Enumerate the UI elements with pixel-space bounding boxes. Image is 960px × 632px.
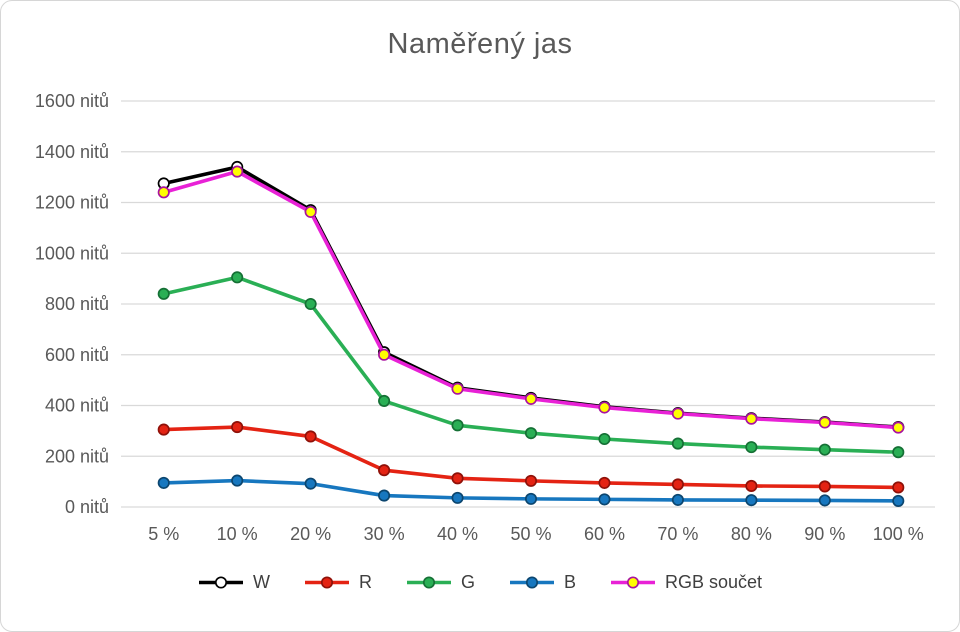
legend-label-r: R <box>358 572 372 592</box>
line-chart: 0 nitů 200 nitů 400 nitů 600 nitů 800 nitů 10… <box>35 91 935 544</box>
series-marker-rgb <box>524 392 538 405</box>
x-axis-tick-label: 60 % <box>584 524 625 544</box>
legend-marker-r <box>304 576 349 589</box>
y-axis-tick-label: 400 nitů <box>45 396 109 416</box>
series-marker-b <box>818 494 831 507</box>
x-axis-tick-label: 40 % <box>437 524 478 544</box>
legend-item-w: W <box>198 572 270 593</box>
series-marker-b <box>157 476 170 489</box>
chart-title: Naměřený jas <box>387 28 573 60</box>
series-marker-g <box>671 437 684 450</box>
series-marker-g <box>818 443 831 456</box>
series-line-rgb <box>161 169 901 430</box>
series-marker-g <box>745 441 758 454</box>
x-axis-tick-label: 30 % <box>364 524 405 544</box>
series-marker-b <box>304 477 317 490</box>
series-marker-r <box>304 430 317 443</box>
series-marker-g <box>304 297 317 311</box>
series-marker-rgb <box>892 421 905 434</box>
legend-label-w: W <box>252 572 270 592</box>
x-axis-tick-label: 5 % <box>148 524 179 544</box>
series-marker-b <box>892 494 905 507</box>
legend-label-g: G <box>460 572 475 592</box>
series-marker-r <box>157 423 170 436</box>
x-axis-tick-label: 100 % <box>873 524 924 544</box>
series-marker-r <box>524 474 538 487</box>
legend-item-r: R <box>304 572 372 593</box>
legend-label-b: B <box>563 572 576 592</box>
series-marker-b <box>671 493 684 506</box>
series-marker-g <box>524 427 538 440</box>
legend-label-rgb: RGB součet <box>664 572 763 592</box>
x-axis-tick-label: 80 % <box>731 524 772 544</box>
series-marker-r <box>671 478 684 491</box>
legend-marker-b <box>509 576 554 589</box>
series-marker-b <box>524 492 538 505</box>
series-marker-rgb <box>818 416 831 429</box>
series-marker-rgb <box>451 382 464 395</box>
y-axis-tick-label: 1000 nitů <box>35 243 109 263</box>
series-marker-rgb <box>304 205 317 218</box>
legend-item-b: B <box>509 572 576 593</box>
series-marker-r <box>892 481 905 494</box>
chart-legend: W R G B RGB součet <box>1 572 959 593</box>
series-marker-g <box>598 432 611 446</box>
series-marker-r <box>598 476 611 489</box>
x-axis-tick-label: 50 % <box>510 524 551 544</box>
series-marker-b <box>231 474 244 487</box>
series-line-w <box>161 165 901 429</box>
series-marker-r <box>745 479 758 492</box>
series-marker-g <box>892 446 905 459</box>
legend-marker-rgb <box>610 576 655 589</box>
series-marker-b <box>451 491 464 504</box>
series-marker-b <box>745 494 758 507</box>
y-axis-tick-label: 1600 nitů <box>35 91 109 111</box>
series-marker-r <box>378 464 391 477</box>
x-axis-tick-label: 10 % <box>217 524 258 544</box>
series-marker-b <box>378 489 391 502</box>
series-marker-rgb <box>378 348 391 361</box>
series-marker-rgb <box>745 412 758 425</box>
series-marker-r <box>818 480 831 493</box>
series-marker-g <box>231 271 244 284</box>
legend-marker-g <box>406 576 451 589</box>
series-marker-g <box>378 394 391 407</box>
legend-marker-w <box>198 576 243 589</box>
y-axis-tick-label: 600 nitů <box>45 345 109 365</box>
series-marker-r <box>231 421 244 434</box>
series-marker-g <box>157 287 170 300</box>
y-axis-tick-label: 200 nitů <box>45 446 109 466</box>
series-marker-rgb <box>231 165 244 178</box>
y-axis-tick-label: 1200 nitů <box>35 193 109 213</box>
x-axis-tick-label: 90 % <box>804 524 845 544</box>
series-marker-b <box>598 493 611 506</box>
x-axis-tick-label: 70 % <box>657 524 698 544</box>
y-axis-tick-label: 0 nitů <box>65 497 109 517</box>
y-axis-tick-label: 1400 nitů <box>35 142 109 162</box>
legend-item-g: G <box>406 572 475 593</box>
legend-item-rgb: RGB součet <box>610 572 762 593</box>
series-marker-rgb <box>157 186 170 199</box>
series-marker-r <box>451 472 464 485</box>
series-marker-g <box>451 419 464 432</box>
series-marker-rgb <box>671 407 684 420</box>
y-axis-tick-label: 800 nitů <box>45 294 109 314</box>
series-marker-rgb <box>598 401 611 414</box>
x-axis-tick-label: 20 % <box>290 524 331 544</box>
